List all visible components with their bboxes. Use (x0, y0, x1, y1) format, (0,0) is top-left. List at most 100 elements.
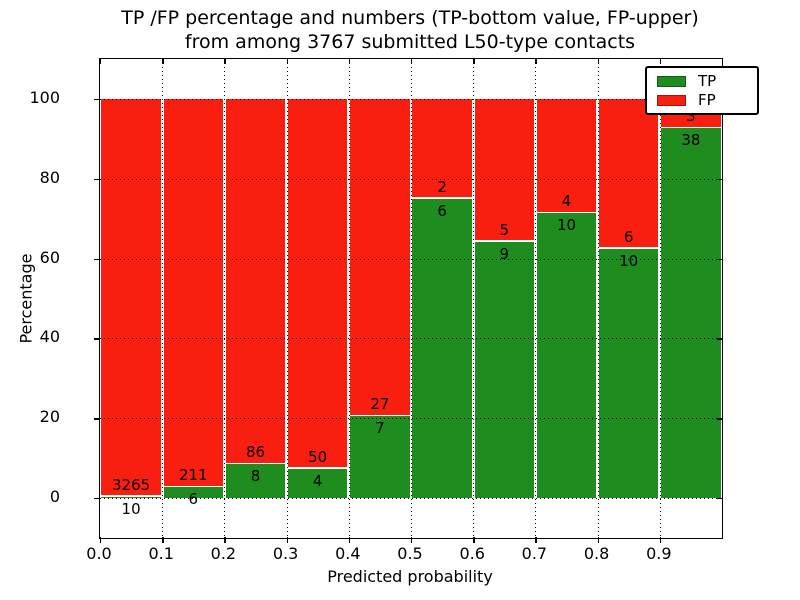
tp-bar-segment (474, 241, 535, 499)
x-tick-label: 0.3 (272, 544, 299, 563)
x-gridline (286, 59, 288, 538)
y-tick-right (717, 498, 722, 500)
y-tick (94, 338, 100, 340)
x-tick-top (535, 59, 537, 64)
x-tick (473, 537, 475, 543)
x-tick-top (224, 59, 226, 64)
x-gridline (411, 59, 412, 538)
fp-bar-segment (536, 98, 597, 212)
bar-group: 3265 10 (101, 59, 161, 538)
legend-entry-tp: TP (647, 72, 757, 91)
fp-count-label: 2 (437, 177, 447, 196)
x-tick-label: 0.8 (583, 544, 610, 563)
legend: TP FP (645, 66, 759, 115)
bar-group: 6 10 (598, 59, 659, 538)
x-tick-label: 0.6 (459, 544, 485, 563)
tp-count-label: 10 (619, 251, 639, 270)
tp-bar-segment (412, 198, 472, 499)
bar-group: 50 4 (287, 59, 348, 538)
fp-count-label: 6 (623, 227, 634, 246)
legend-label-fp: FP (698, 91, 716, 109)
chart-title-line1: TP /FP percentage and numbers (TP-bottom… (121, 7, 699, 29)
x-tick-top (411, 59, 413, 64)
y-tick-label: 0 (49, 487, 60, 507)
x-tick-top (597, 59, 599, 64)
x-tick (659, 537, 662, 543)
fp-count-label: 211 (178, 466, 208, 484)
legend-label-tp: TP (698, 72, 717, 90)
tp-bar-segment (101, 496, 161, 499)
x-tick-label: 0.9 (646, 544, 672, 563)
fp-bar-segment (163, 98, 224, 486)
fp-bar-segment (101, 98, 161, 496)
x-axis-label: Predicted probability (327, 567, 493, 586)
fp-count-label: 3 (686, 107, 696, 126)
x-gridline (597, 59, 599, 538)
tp-bar-segment (598, 248, 659, 499)
y-axis-label: Percentage (16, 253, 36, 344)
fp-bar-segment (412, 98, 472, 198)
x-tick (224, 537, 226, 543)
fp-bar-segment (225, 98, 286, 463)
fp-count-label: 50 (308, 447, 328, 466)
tp-count-label: 6 (437, 201, 447, 220)
tp-count-label: 8 (250, 467, 261, 486)
tp-count-label: 9 (499, 244, 510, 263)
chart-title-line2: from among 3767 submitted L50-type conta… (184, 31, 636, 53)
y-tick (94, 178, 100, 181)
y-tick-right (717, 338, 722, 340)
x-tick-label: 0.2 (210, 544, 237, 563)
y-tick (94, 418, 100, 420)
x-tick-label: 0.5 (397, 544, 423, 563)
tp-count-label: 7 (375, 418, 385, 437)
x-tick (597, 537, 599, 543)
y-tick-right (717, 418, 722, 420)
bar-group: 27 7 (350, 59, 410, 538)
x-tick (286, 537, 288, 543)
fp-count-label: 4 (561, 192, 572, 210)
tp-bar-segment (661, 128, 721, 499)
x-tick-top (100, 59, 102, 64)
tp-count-label: 10 (556, 216, 577, 234)
fp-bar-segment (474, 98, 535, 241)
x-tick (411, 537, 413, 543)
tp-color-swatch (657, 76, 686, 87)
y-tick-label: 80 (39, 167, 60, 187)
tp-count-label: 4 (312, 471, 323, 490)
x-tick-label: 0.4 (335, 544, 361, 563)
tp-bar-segment (536, 213, 597, 499)
bar-group: 86 8 (225, 59, 286, 538)
x-gridline (162, 59, 164, 538)
y-tick-right (717, 178, 722, 181)
fp-bar-segment (350, 98, 410, 415)
y-tick-right (717, 258, 722, 260)
x-tick-label: 0.0 (86, 544, 112, 563)
fp-count-label: 5 (499, 220, 510, 239)
tp-count-label: 38 (681, 131, 701, 150)
fp-bar-segment (287, 98, 348, 468)
fp-count-label: 27 (370, 394, 390, 413)
x-tick-label: 0.7 (521, 544, 548, 563)
y-tick (94, 98, 100, 101)
fp-bar-segment (598, 98, 659, 248)
y-tick-label: 60 (39, 247, 60, 267)
y-tick (94, 258, 100, 260)
y-tick-label: 40 (39, 327, 60, 347)
x-tick (348, 537, 351, 543)
tp-bar-segment (163, 487, 224, 498)
tp-count-label: 10 (121, 499, 141, 518)
x-gridline (659, 59, 661, 538)
x-tick (162, 537, 164, 543)
plot-area: 3265 10 211 6 86 8 50 4 27 7 2 6 5 9 4 10 6 10 3 38 (94, 58, 723, 543)
x-tick-top (659, 59, 662, 64)
bar-group: 211 6 (163, 59, 224, 538)
x-gridline (348, 59, 350, 538)
x-tick-top (162, 59, 164, 64)
tp-bar-segment (287, 468, 348, 499)
x-gridline (224, 59, 226, 538)
tp-count-label: 6 (188, 490, 199, 508)
y-tick-label: 100 (29, 87, 60, 107)
x-tick (100, 537, 102, 543)
legend-entry-fp: FP (647, 91, 757, 110)
